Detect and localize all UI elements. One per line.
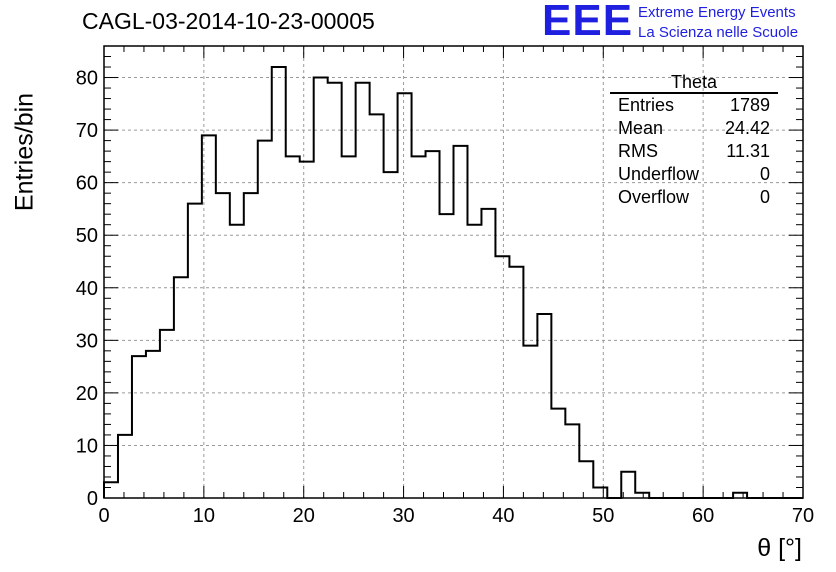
plot-frame — [103, 45, 804, 499]
y-tick-label: 30 — [76, 330, 98, 352]
stats-label: Entries — [618, 95, 675, 115]
stats-row-rms: RMS 11.31 — [610, 140, 778, 163]
y-tick-label: 40 — [76, 278, 98, 300]
y-tick-label: 70 — [76, 120, 98, 142]
stats-value: 0 — [759, 164, 770, 184]
stats-row-mean: Mean 24.42 — [610, 117, 778, 140]
x-tick-label: 70 — [792, 505, 814, 527]
stats-row-entries: Entries 1789 — [610, 94, 778, 117]
x-tick-label: 60 — [692, 505, 714, 527]
stats-label: RMS — [618, 141, 658, 161]
stats-label: Mean — [618, 118, 664, 138]
chart-title: CAGL-03-2014-10-23-00005 — [82, 8, 375, 34]
logo-tagline-1: Extreme Energy Events — [638, 4, 796, 21]
stats-value: 0 — [759, 187, 770, 207]
stats-row-underflow: Underflow 0 — [610, 163, 778, 186]
stats-label: Underflow — [618, 164, 700, 184]
histogram-outline — [103, 66, 803, 499]
y-tick-label: 50 — [76, 225, 98, 247]
stats-box: Theta Entries 1789 Mean 24.42 RMS 11.31 … — [610, 72, 778, 209]
x-tick-label: 50 — [592, 505, 614, 527]
y-tick-label: 20 — [76, 383, 98, 405]
stats-label: Overflow — [618, 187, 690, 207]
x-axis-label: θ [°] — [757, 534, 802, 562]
y-tick-label: 80 — [76, 68, 98, 90]
y-tick-label: 10 — [76, 435, 98, 457]
x-tick-label: 20 — [293, 505, 315, 527]
stats-value: 24.42 — [724, 118, 770, 138]
stats-row-overflow: Overflow 0 — [610, 186, 778, 209]
logo-tagline-2: La Scienza nelle Scuole — [638, 24, 799, 41]
y-tick-label: 60 — [76, 173, 98, 195]
x-tick-label: 30 — [392, 505, 414, 527]
eee-logo: EEE — [542, 0, 634, 45]
stats-title: Theta — [610, 72, 778, 94]
x-tick-label: 0 — [98, 505, 109, 527]
stats-value: 1789 — [729, 95, 770, 115]
x-tick-label: 40 — [492, 505, 514, 527]
y-tick-label: 0 — [87, 488, 98, 510]
x-tick-label: 10 — [193, 505, 215, 527]
stats-value: 11.31 — [726, 141, 770, 161]
